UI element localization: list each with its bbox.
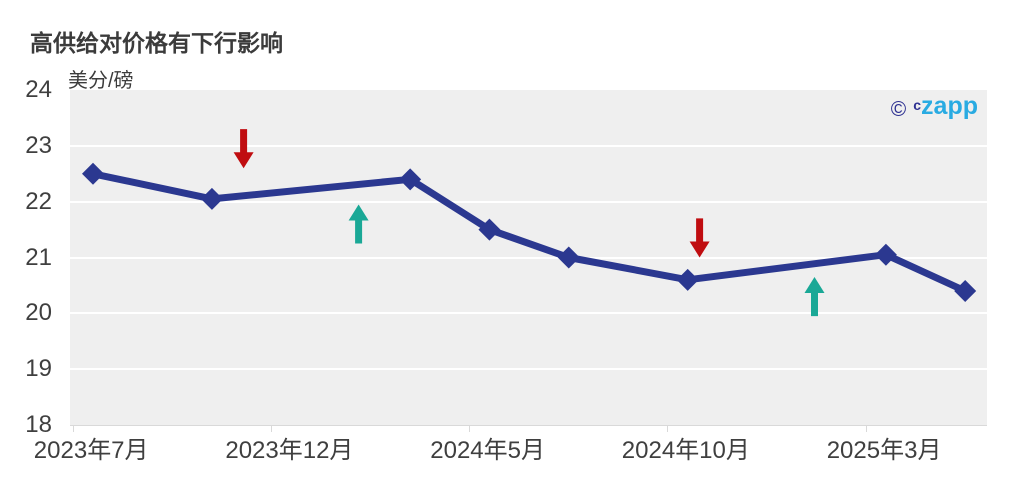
data-point-marker (676, 268, 699, 291)
y-axis-unit-label: 美分/磅 (68, 70, 134, 92)
data-point-marker (954, 280, 977, 302)
y-tick-label: 19 (25, 355, 52, 383)
annotation-arrow-up (804, 277, 825, 317)
x-tick-label: 2024年10月 (621, 437, 750, 464)
czapp-logo-text: zapp (921, 92, 978, 120)
x-tick-mark (72, 426, 74, 432)
annotation-arrow-down (689, 218, 710, 258)
x-tick-label: 2023年7月 (33, 437, 149, 464)
data-point-marker (200, 187, 223, 210)
price-line (89, 170, 969, 295)
y-tick-label: 22 (25, 187, 52, 215)
annotation-arrow-up (348, 204, 369, 244)
data-point-marker (874, 243, 897, 266)
czapp-logo: © c zapp (890, 92, 978, 121)
gridline (70, 256, 987, 259)
plot-area: © c zapp (70, 90, 987, 426)
price-line-chart (81, 129, 977, 317)
y-tick-label: 23 (25, 131, 52, 159)
x-tick-label: 2023年12月 (225, 437, 354, 464)
data-point-marker (81, 162, 104, 185)
gridline (70, 368, 987, 371)
gridline (70, 200, 987, 203)
copyright-icon: © (890, 98, 907, 121)
czapp-logo-c: c (913, 97, 922, 113)
gridline (70, 144, 987, 147)
chart-title: 高供给对价格有下行影响 (30, 30, 283, 56)
y-tick-label: 20 (25, 299, 52, 327)
data-point-marker (478, 218, 501, 241)
x-tick-mark (667, 426, 669, 432)
annotation-arrow-down (233, 129, 254, 169)
gridline (70, 312, 987, 315)
data-point-marker (557, 246, 580, 269)
x-tick-label: 2024年5月 (430, 437, 545, 464)
x-tick-label: 2025年3月 (826, 437, 942, 464)
data-point-marker (399, 168, 422, 191)
x-tick-mark (865, 426, 867, 432)
x-tick-mark (270, 426, 272, 432)
x-tick-mark (469, 426, 471, 432)
y-tick-label: 18 (25, 411, 52, 438)
y-tick-label: 24 (25, 76, 52, 103)
y-tick-label: 21 (25, 243, 52, 271)
